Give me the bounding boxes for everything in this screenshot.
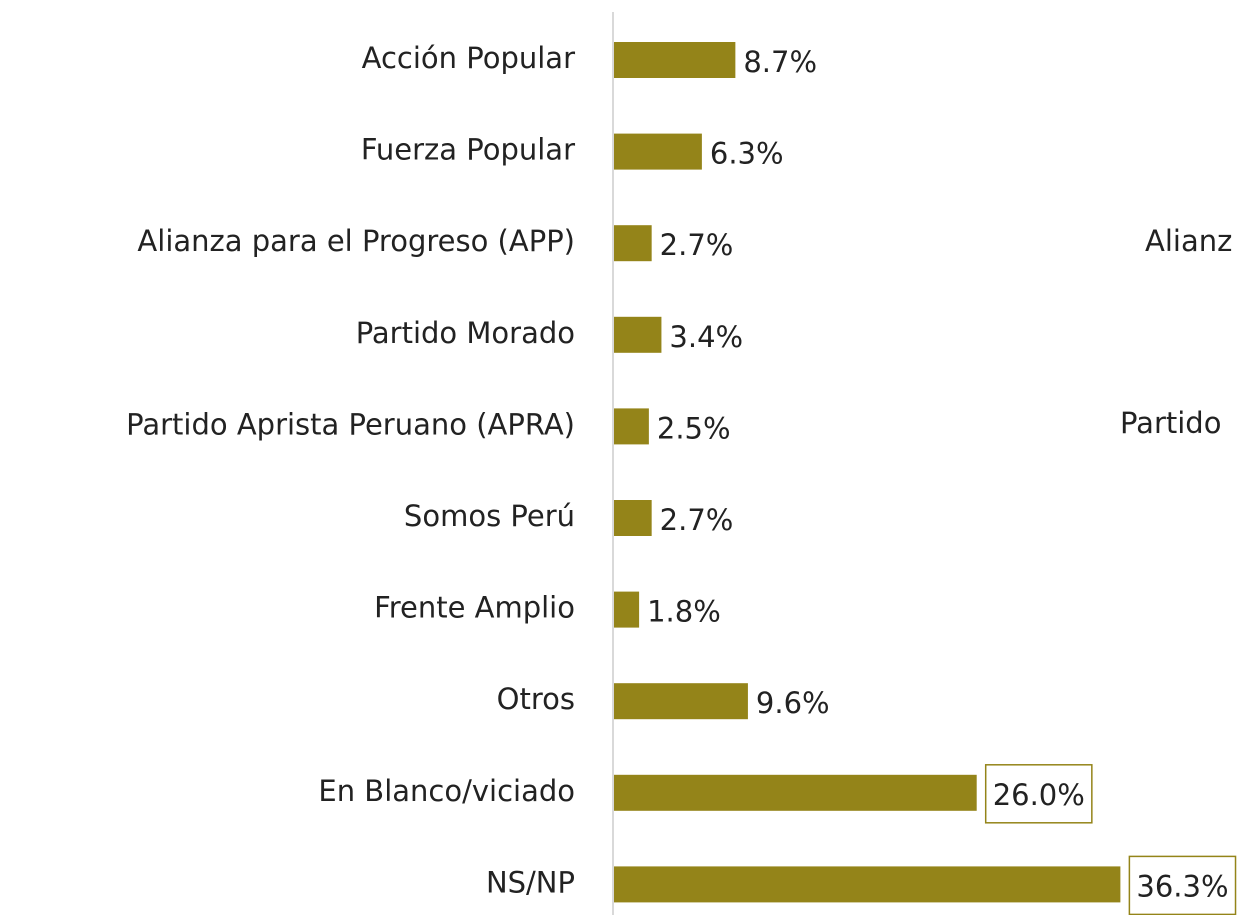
value-label-box (1128, 855, 1237, 915)
bar (614, 774, 977, 811)
bar (614, 316, 662, 353)
category-label: Somos Perú (404, 499, 575, 533)
category-label: En Blanco/viciado (318, 774, 575, 808)
value-label: 9.6% (756, 686, 830, 720)
category-label: NS/NP (486, 865, 575, 899)
value-label-box (984, 764, 1093, 824)
bar (614, 225, 652, 262)
value-label: 2.7% (660, 503, 734, 537)
bar (614, 500, 652, 536)
category-label: Partido Morado (356, 316, 575, 350)
clipped-annotation: Alianz (1145, 224, 1232, 258)
value-label: 1.8% (647, 595, 721, 629)
value-label: 36.3% (1136, 869, 1228, 903)
bar (614, 683, 748, 720)
bar (614, 133, 702, 170)
bar (614, 866, 1121, 903)
value-label: 6.3% (710, 137, 784, 171)
bar (614, 408, 649, 445)
value-label: 8.7% (743, 45, 817, 79)
category-label: Otros (497, 682, 575, 716)
category-label: Acción Popular (362, 41, 575, 75)
category-label: Alianza para el Progreso (APP) (137, 224, 575, 258)
category-label: Partido Aprista Peruano (APRA) (126, 407, 575, 441)
value-label: 2.5% (657, 411, 731, 445)
value-label: 26.0% (993, 778, 1085, 812)
category-label: Fuerza Popular (361, 133, 575, 167)
value-label: 3.4% (669, 320, 743, 354)
value-label: 2.7% (660, 228, 734, 262)
category-label: Frente Amplio (374, 591, 575, 625)
bar (614, 591, 640, 628)
bar (614, 42, 736, 78)
clipped-annotation: Partido (1120, 406, 1221, 440)
